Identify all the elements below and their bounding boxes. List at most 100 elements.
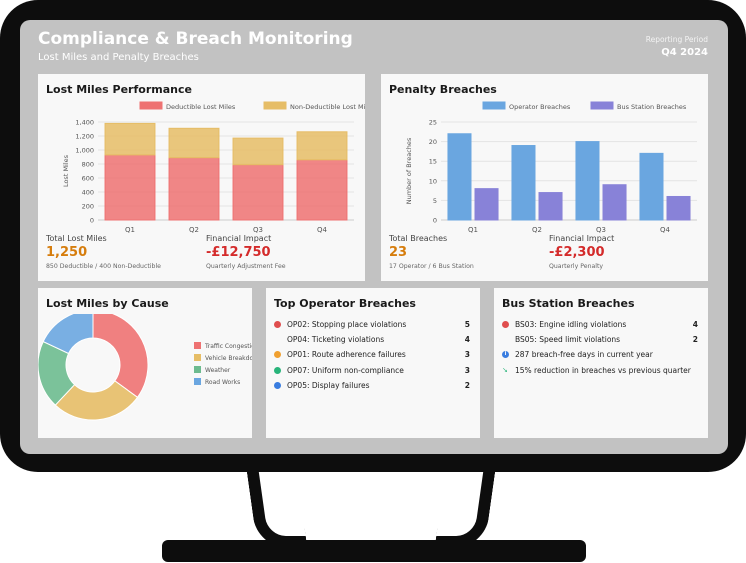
legend-label: Traffic Congestion: [204, 343, 252, 350]
green-dot-icon: [274, 366, 281, 374]
operator-breach-row[interactable]: OP07: Uniform non-compliance 3: [274, 363, 470, 377]
y-tick-label: 400: [82, 189, 94, 197]
lost-miles-bar: [168, 127, 220, 159]
trend-down-icon: ↘: [502, 366, 508, 374]
breaches-bar: [602, 184, 627, 221]
y-tick-label: 15: [429, 158, 437, 166]
breach-free-days-row: i 287 breach-free days in current year: [502, 347, 698, 361]
legend-swatch: [590, 101, 614, 110]
breaches-bar: [666, 195, 691, 221]
breach-reduction-row: ↘ 15% reduction in breaches vs previous …: [502, 365, 691, 375]
bus-station-breach-row[interactable]: BS05: Speed limit violations 2: [515, 334, 698, 344]
y-axis-label: Lost Miles: [62, 154, 70, 187]
orange-dot-icon: [274, 350, 281, 358]
legend-label: Bus Station Breaches: [617, 103, 687, 111]
lost-miles-card: Lost Miles Performance Deductible Lost M…: [38, 74, 365, 281]
x-tick-label: Q2: [189, 226, 199, 234]
y-tick-label: 25: [429, 119, 437, 127]
total-lost-miles-label: Total Lost Miles: [46, 234, 107, 243]
reporting-period-value: Q4 2024: [661, 47, 708, 58]
lost-miles-bar: [104, 154, 156, 221]
page-title: Compliance & Breach Monitoring: [38, 29, 353, 49]
legend-label: Deductible Lost Miles: [166, 103, 236, 111]
y-tick-label: 800: [82, 161, 94, 169]
lost-miles-impact-note: Quarterly Adjustment Fee: [206, 263, 286, 270]
x-tick-label: Q4: [660, 226, 671, 234]
operator-breaches-card: Top Operator Breaches OP02: Stopping pla…: [266, 288, 480, 438]
breaches-bar: [447, 133, 472, 221]
x-tick-label: Q4: [317, 226, 328, 234]
monitor-stand-left: [246, 470, 308, 548]
lost-miles-impact-label: Financial Impact: [206, 234, 272, 243]
y-tick-label: 1,400: [75, 119, 94, 127]
legend-label: Non-Deductible Lost Miles: [290, 103, 365, 111]
bus-station-breaches-card: Bus Station Breaches BS03: Engine idling…: [494, 288, 708, 438]
total-breaches-note: 17 Operator / 6 Bus Station: [389, 263, 474, 270]
y-tick-label: 1,200: [75, 133, 94, 141]
penalty-breaches-card: Penalty Breaches Operator Breaches Bus St…: [381, 74, 708, 281]
legend-label: Operator Breaches: [509, 103, 571, 111]
total-lost-miles-value: 1,250: [46, 245, 88, 260]
lost-miles-bar: [296, 159, 348, 221]
legend-swatch: [194, 354, 201, 361]
blue-dot-icon: [274, 381, 281, 389]
breaches-bar: [474, 188, 499, 221]
x-tick-label: Q1: [468, 226, 478, 234]
lost-miles-chart: Deductible Lost Miles Non-Deductible Lost…: [62, 101, 365, 234]
x-tick-label: Q2: [532, 226, 542, 234]
y-tick-label: 5: [433, 197, 437, 205]
y-tick-label: 0: [90, 217, 94, 225]
bus-station-breach-row[interactable]: BS03: Engine idling violations 4: [502, 317, 698, 331]
lost-miles-bar: [104, 122, 156, 156]
y-tick-label: 600: [82, 175, 94, 183]
legend-label: Weather: [205, 367, 231, 374]
dashboard-screen: Compliance & Breach Monitoring Lost Mile…: [20, 20, 728, 454]
penalty-breaches-chart: Operator Breaches Bus Station Breaches 0 5 1…: [405, 101, 697, 234]
total-breaches-value: 23: [389, 245, 408, 260]
penalty-impact-value: -£2,300: [549, 245, 605, 260]
lost-miles-cause-card: Lost Miles by Cause Traffic Congestion Ve…: [38, 288, 252, 438]
y-tick-label: 10: [429, 177, 437, 185]
x-tick-label: Q3: [253, 226, 263, 234]
y-tick-label: 200: [82, 203, 94, 211]
info-icon: i: [502, 350, 509, 358]
x-tick-label: Q1: [125, 226, 135, 234]
monitor-stand-right: [434, 470, 496, 548]
breaches-bar: [511, 145, 536, 221]
lost-miles-title: Lost Miles Performance: [46, 83, 192, 96]
legend-swatch: [139, 101, 163, 110]
legend-swatch: [482, 101, 506, 110]
bus-station-breaches-title: Bus Station Breaches: [502, 297, 635, 310]
lost-miles-bar: [232, 137, 284, 166]
operator-breach-row[interactable]: OP04: Ticketing violations 4: [287, 334, 470, 344]
lost-miles-impact-value: -£12,750: [206, 245, 271, 260]
operator-breach-row[interactable]: OP05: Display failures 2: [274, 378, 470, 392]
y-axis-label: Number of Breaches: [405, 137, 413, 204]
y-tick-label: 20: [429, 138, 437, 146]
reporting-period-label: Reporting Period: [645, 35, 708, 44]
lost-miles-bar: [232, 164, 284, 221]
legend-label: Road Works: [205, 379, 240, 386]
red-dot-icon: [274, 320, 281, 328]
monitor-base: [162, 540, 586, 562]
donut-slice: [54, 380, 139, 421]
page-subtitle: Lost Miles and Penalty Breaches: [38, 52, 199, 63]
operator-breach-row[interactable]: OP01: Route adherence failures 3: [274, 347, 470, 361]
legend-swatch: [194, 342, 201, 349]
lost-miles-cause-chart: Traffic Congestion Vehicle Breakdown Weath…: [38, 314, 252, 421]
breaches-bar: [538, 192, 563, 221]
x-tick-label: Q3: [596, 226, 606, 234]
monitor-frame: Compliance & Breach Monitoring Lost Mile…: [0, 0, 746, 472]
legend-label: Vehicle Breakdown: [205, 355, 252, 362]
red-dot-icon: [502, 320, 509, 328]
operator-breaches-title: Top Operator Breaches: [274, 297, 416, 310]
lost-miles-cause-title: Lost Miles by Cause: [46, 297, 169, 310]
penalty-impact-label: Financial Impact: [549, 234, 615, 243]
lost-miles-bar: [168, 157, 220, 221]
y-tick-label: 0: [433, 217, 437, 225]
operator-breach-row[interactable]: OP02: Stopping place violations 5: [274, 317, 470, 331]
y-tick-label: 1,000: [75, 147, 94, 155]
total-lost-miles-note: 850 Deductible / 400 Non-Deductible: [46, 263, 161, 270]
penalty-breaches-title: Penalty Breaches: [389, 83, 497, 96]
donut-slice: [42, 314, 94, 355]
